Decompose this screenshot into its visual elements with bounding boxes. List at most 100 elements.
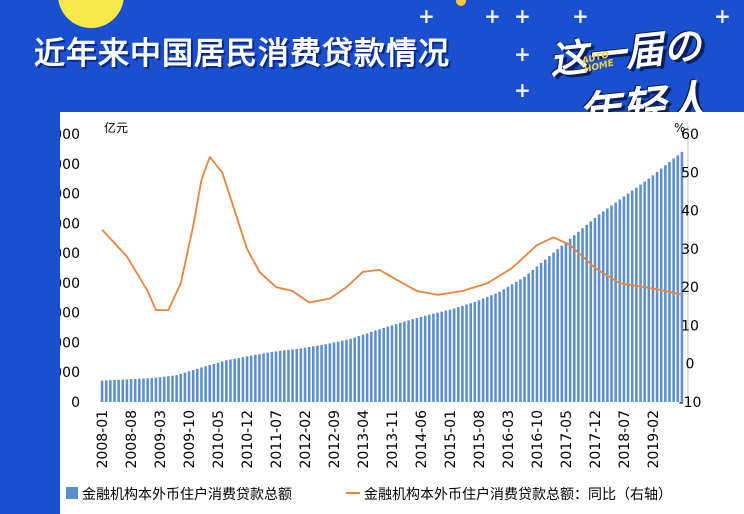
bar	[365, 333, 369, 402]
bar	[113, 379, 116, 402]
bar	[191, 370, 195, 402]
bar	[626, 193, 630, 402]
bar	[270, 352, 274, 402]
x-tick-label: 2008-08	[124, 410, 140, 469]
bar	[345, 339, 348, 402]
decorative-small-dot	[456, 0, 466, 6]
bar	[307, 347, 311, 402]
bar	[125, 379, 129, 402]
bar	[312, 346, 315, 402]
bar	[254, 354, 257, 402]
page-title: 近年来中国居民消费贷款情况	[34, 36, 450, 72]
left-tick-label: 200,000	[60, 276, 80, 292]
bar	[158, 377, 162, 402]
bar	[506, 286, 510, 402]
bar	[597, 214, 601, 402]
bar	[353, 337, 357, 402]
bar	[668, 161, 671, 402]
x-tick-label: 2009-10	[182, 410, 198, 469]
bar	[117, 379, 120, 402]
bar	[303, 347, 307, 402]
bar	[415, 318, 419, 402]
bar	[635, 187, 638, 402]
bar	[258, 354, 261, 402]
bar	[473, 301, 477, 402]
x-tick-label: 2017-12	[588, 410, 604, 469]
bar	[133, 378, 137, 402]
bar	[324, 344, 328, 402]
right-tick-label: 40	[681, 204, 699, 220]
bar	[341, 340, 344, 402]
x-tick-label: 2017-05	[559, 410, 575, 469]
bar	[138, 378, 141, 402]
bar	[196, 368, 199, 402]
bar	[585, 224, 588, 402]
right-tick-label: 30	[681, 242, 699, 258]
bar	[610, 205, 613, 402]
bar	[564, 242, 568, 402]
x-tick-label: 2014-06	[414, 410, 430, 469]
x-tick-label: 2009-03	[153, 410, 169, 469]
left-tick-label: 350,000	[60, 187, 80, 203]
decorative-yellow-circle	[58, 0, 124, 28]
decorative-plus-icon: +	[572, 4, 589, 28]
right-tick-label: 60	[681, 127, 699, 143]
bar	[481, 298, 485, 402]
bar	[299, 348, 303, 402]
bar	[146, 378, 149, 402]
bar	[109, 380, 112, 402]
bar	[237, 357, 241, 402]
bar	[121, 379, 125, 402]
x-tick-label: 2016-10	[530, 410, 546, 469]
right-axis-unit: %	[674, 121, 685, 135]
bar	[556, 249, 559, 402]
bar	[589, 221, 593, 402]
chart-card: 450,000 400,000 350,000 300,000 250,000 200,0…	[60, 112, 744, 514]
bar	[216, 362, 220, 402]
bar	[606, 208, 609, 402]
bar	[357, 336, 361, 402]
bar	[465, 304, 468, 402]
bar	[436, 312, 439, 402]
bar	[320, 344, 323, 402]
x-tick-label: 2010-12	[240, 410, 256, 469]
bar	[618, 199, 622, 402]
bar	[514, 281, 518, 402]
bar	[452, 308, 456, 402]
bar	[535, 266, 539, 402]
right-tick-label: 20	[681, 280, 699, 296]
right-tick-label: 50	[681, 165, 699, 181]
bar	[212, 363, 216, 402]
x-tick-label: 2012-09	[327, 410, 343, 469]
bar	[370, 331, 373, 402]
bar	[539, 263, 543, 402]
bar	[440, 311, 443, 402]
bar	[200, 367, 203, 402]
bar	[490, 295, 493, 402]
bar	[601, 211, 605, 402]
x-tick-label: 2012-02	[298, 410, 314, 469]
bar	[399, 322, 402, 402]
x-tick-label: 2015-08	[472, 410, 488, 469]
bar	[655, 171, 659, 402]
bar	[183, 372, 187, 402]
bar	[150, 378, 154, 402]
bar	[316, 345, 319, 402]
x-tick-label: 2010-05	[211, 410, 227, 469]
bar	[403, 321, 406, 402]
bar	[291, 349, 294, 402]
decorative-plus-icon: +	[484, 4, 501, 28]
bar	[531, 269, 535, 402]
legend-swatch-bar	[66, 487, 78, 499]
bar	[129, 379, 133, 402]
bar	[249, 355, 253, 402]
bar	[448, 309, 452, 402]
bar	[171, 375, 174, 402]
bar	[179, 373, 183, 402]
bar	[208, 365, 212, 402]
bar	[639, 184, 642, 402]
bar	[630, 190, 634, 402]
x-tick-label: 2016-03	[501, 410, 517, 469]
bar	[162, 376, 166, 402]
bar	[382, 327, 385, 402]
